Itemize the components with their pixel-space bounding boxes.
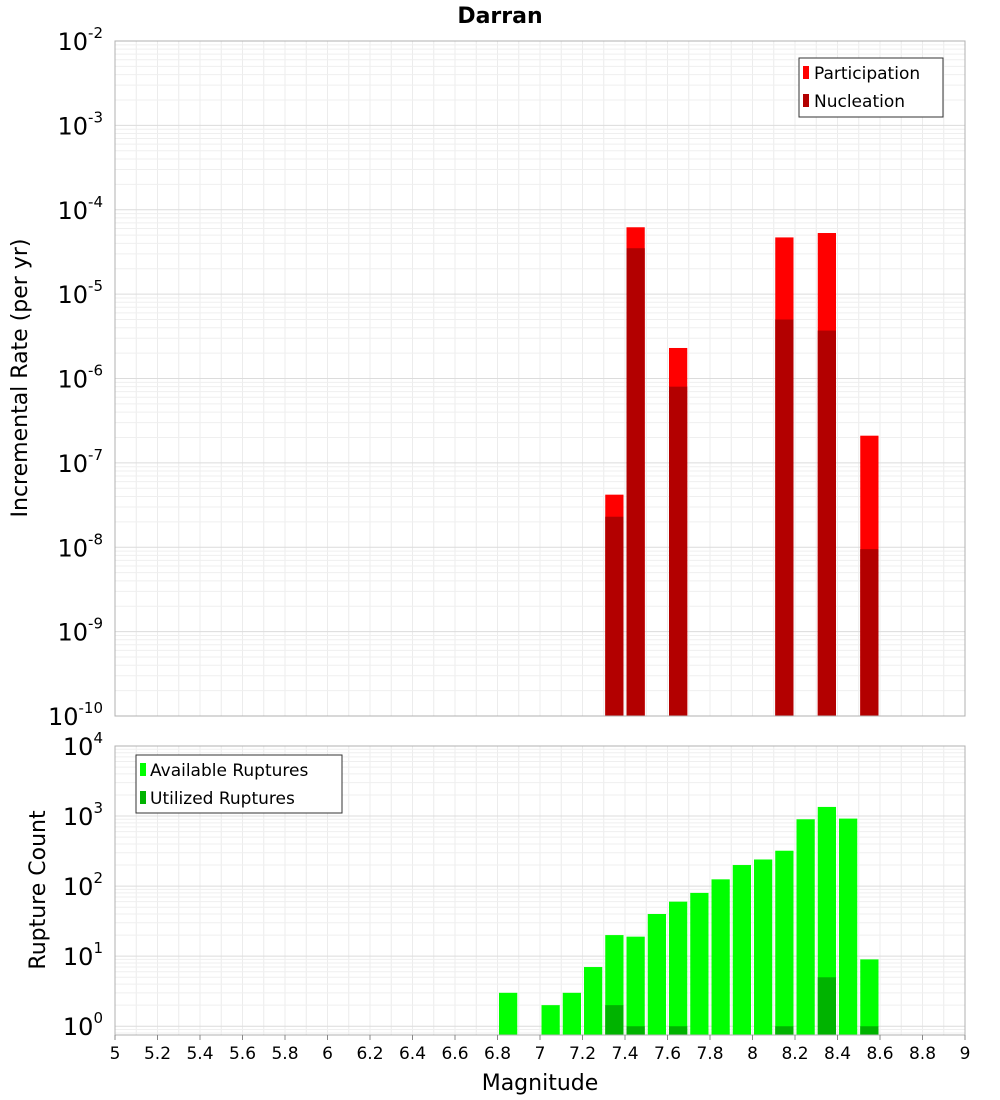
rate-y-tick-label: 10-6	[57, 362, 103, 394]
participation-legend-label: Participation	[814, 64, 920, 84]
rate-y-tick-label: 10-2	[57, 24, 103, 56]
count-bar-series-1	[775, 1026, 794, 1035]
count-bar-series-0	[499, 992, 518, 1035]
count-legend-box	[135, 754, 343, 814]
count-bar-series-0	[690, 892, 709, 1035]
x-tick-label: 9	[960, 1044, 971, 1064]
available-legend-label: Available Ruptures	[150, 761, 308, 781]
nucleation-legend-label: Nucleation	[814, 92, 905, 112]
rate-y-axis-label: Incremental Rate (per yr)	[8, 239, 33, 518]
available-legend-swatch	[140, 763, 146, 776]
participation-legend-swatch	[803, 66, 809, 79]
rate-y-tick-label: 10-8	[57, 530, 103, 562]
count-bar-series-0	[562, 992, 581, 1035]
rate-bar-series-1	[817, 330, 836, 716]
x-tick-label: 5.6	[229, 1044, 256, 1064]
count-y-tick-label: 101	[63, 939, 103, 971]
count-bar-series-1	[669, 1026, 688, 1035]
count-bar-series-0	[754, 859, 773, 1035]
rate-bars	[605, 227, 879, 717]
rate-bar-series-1	[669, 386, 688, 716]
count-bar-series-0	[860, 959, 879, 1035]
rate-y-tick-label: 10-7	[57, 446, 103, 478]
x-tick-label: 8.8	[909, 1044, 936, 1064]
count-y-tick-label: 103	[63, 799, 103, 831]
magnitude-x-tick-labels: 5 5.2 5.4 5.6 5.8 6 6.2 6.4 6.6 6.8 7 7.2 7.4 7.6 7.8 8…	[110, 1035, 971, 1064]
count-bars	[499, 806, 879, 1035]
count-bar-series-0	[647, 914, 666, 1035]
count-bar-series-0	[626, 936, 645, 1035]
x-tick-label: 8.2	[781, 1044, 808, 1064]
x-tick-label: 7.2	[569, 1044, 596, 1064]
x-tick-label: 6.2	[356, 1044, 383, 1064]
x-tick-label: 8.6	[866, 1044, 893, 1064]
rate-gridlines	[115, 41, 965, 716]
chart-title: Darran	[457, 4, 542, 29]
x-tick-label: 7.4	[611, 1044, 638, 1064]
rate-y-tick-label: 10-4	[57, 193, 103, 225]
count-y-tick-label: 104	[63, 729, 103, 761]
x-tick-label: 6	[322, 1044, 333, 1064]
count-panel: 104 103 102 101 100 5 5.2 5.4 5.6 5.8 6 6.2 6.4 6.6 6…	[26, 729, 970, 1096]
rate-y-tick-label: 10-10	[48, 699, 103, 731]
rate-legend-box	[798, 57, 944, 118]
count-bar-series-1	[626, 1026, 645, 1035]
x-tick-label: 6.6	[441, 1044, 468, 1064]
count-bar-series-1	[605, 1005, 624, 1035]
x-tick-label: 6.8	[484, 1044, 511, 1064]
x-tick-label: 7	[535, 1044, 546, 1064]
rate-bar-series-1	[860, 549, 879, 716]
x-tick-label: 8	[747, 1044, 758, 1064]
count-y-axis-label: Rupture Count	[26, 810, 51, 970]
count-y-tick-labels: 104 103 102 101 100	[63, 729, 103, 1041]
count-bar-series-0	[584, 967, 603, 1035]
count-bar-series-0	[839, 818, 858, 1035]
x-tick-label: 5.4	[186, 1044, 213, 1064]
x-tick-label: 8.4	[824, 1044, 851, 1064]
x-tick-label: 5.2	[144, 1044, 171, 1064]
x-tick-label: 5	[110, 1044, 121, 1064]
count-bar-series-0	[711, 879, 730, 1035]
utilized-legend-label: Utilized Ruptures	[150, 789, 295, 809]
rate-y-tick-label: 10-3	[57, 108, 103, 140]
x-tick-label: 7.6	[654, 1044, 681, 1064]
x-tick-label: 6.4	[399, 1044, 426, 1064]
rate-bar-series-1	[605, 516, 624, 716]
rate-y-tick-label: 10-5	[57, 277, 103, 309]
rate-panel: Darran 10-210-310-410-510-610-710-810-91…	[8, 4, 966, 731]
rate-y-tick-labels: 10-2 10-3 10-4 10-5 10-6 10-7 10-8 10-9 10-10	[48, 24, 103, 731]
rate-bar-series-1	[775, 319, 794, 716]
magnitude-x-axis-label: Magnitude	[482, 1071, 599, 1096]
rate-y-tick-label: 10-9	[57, 615, 103, 647]
count-y-tick-label: 100	[63, 1009, 103, 1041]
count-bar-series-0	[669, 901, 688, 1035]
x-tick-label: 5.8	[271, 1044, 298, 1064]
utilized-legend-swatch	[140, 791, 146, 804]
count-bar-series-1	[817, 977, 836, 1035]
rate-plot-border	[114, 40, 966, 717]
count-bar-series-0	[775, 850, 794, 1035]
count-y-tick-label: 102	[63, 869, 103, 901]
count-bar-series-0	[732, 865, 751, 1035]
rate-legend: Participation Nucleation	[798, 57, 944, 118]
count-bar-series-0	[541, 1005, 560, 1035]
nucleation-legend-swatch	[803, 94, 809, 107]
x-tick-label: 7.8	[696, 1044, 723, 1064]
count-bar-series-0	[796, 819, 815, 1035]
count-bar-series-1	[860, 1026, 879, 1035]
rate-bar-series-1	[626, 248, 645, 717]
count-legend: Available Ruptures Utilized Ruptures	[135, 754, 343, 814]
